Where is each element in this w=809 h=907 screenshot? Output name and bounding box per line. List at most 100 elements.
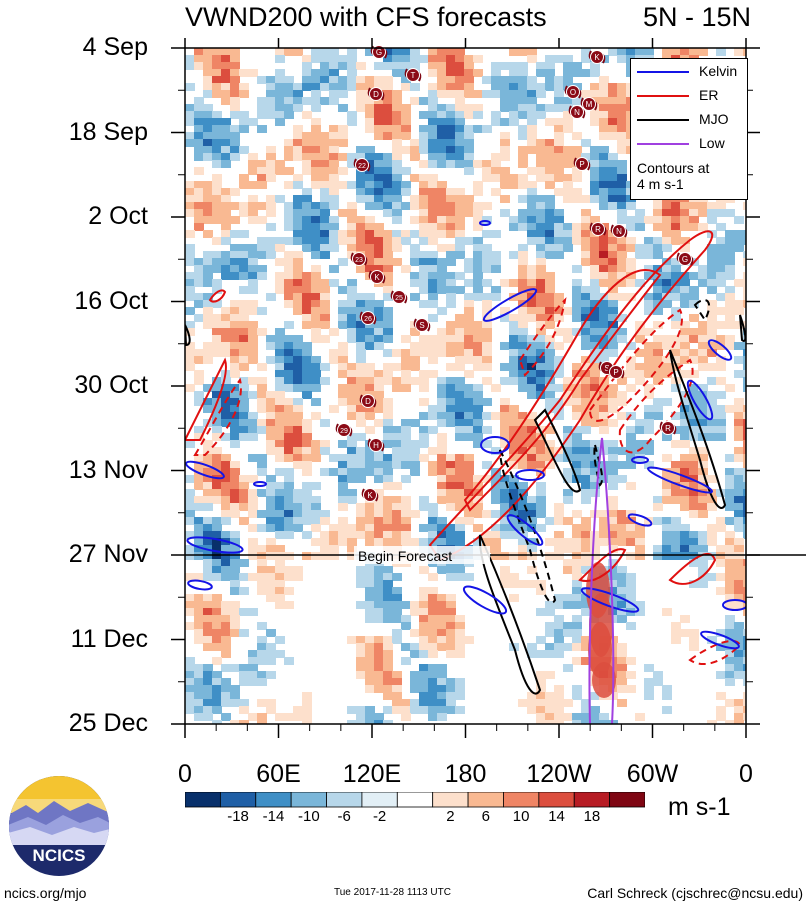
- field-cell: [437, 188, 447, 196]
- field-cell: [590, 314, 600, 322]
- field-cell: [419, 349, 429, 357]
- y-tick-label: 25 Dec: [68, 709, 148, 737]
- field-cell: [275, 391, 285, 399]
- field-cell: [311, 524, 321, 532]
- field-cell: [743, 510, 746, 518]
- colorbar-swatch: [219, 792, 257, 808]
- field-cell: [356, 706, 366, 714]
- field-cell: [455, 531, 465, 539]
- field-cell: [392, 447, 402, 455]
- field-cell: [644, 363, 654, 371]
- field-cell: [437, 664, 447, 672]
- field-cell: [194, 279, 204, 287]
- field-cell: [446, 412, 456, 420]
- field-cell: [590, 468, 600, 476]
- field-cell: [473, 349, 483, 357]
- field-cell: [680, 286, 690, 294]
- field-cell: [554, 356, 564, 364]
- field-cell: [194, 608, 204, 616]
- legend-low-label: Low: [699, 135, 725, 151]
- field-cell: [716, 237, 726, 245]
- field-cell: [338, 524, 348, 532]
- field-cell: [356, 216, 366, 224]
- field-cell: [302, 342, 312, 350]
- field-cell: [482, 398, 492, 406]
- field-cell: [311, 209, 321, 217]
- field-cell: [536, 363, 546, 371]
- storm-marker: K: [588, 50, 606, 64]
- storm-marker: R: [659, 421, 677, 435]
- field-cell: [338, 384, 348, 392]
- field-cell: [311, 412, 321, 420]
- field-cell: [428, 699, 438, 707]
- field-cell: [266, 167, 276, 175]
- field-cell: [347, 538, 357, 546]
- field-cell: [185, 601, 195, 609]
- field-cell: [347, 496, 357, 504]
- field-cell: [383, 62, 393, 70]
- field-cell: [185, 692, 195, 700]
- field-cell: [509, 531, 519, 539]
- field-cell: [392, 55, 402, 63]
- field-cell: [284, 272, 294, 280]
- field-cell: [743, 671, 746, 679]
- field-cell: [743, 377, 746, 385]
- field-cell: [185, 202, 195, 210]
- field-cell: [581, 643, 591, 651]
- field-cell: [320, 48, 330, 56]
- field-cell: [437, 223, 447, 231]
- field-cell: [662, 524, 672, 532]
- field-cell: [527, 272, 537, 280]
- field-cell: [680, 531, 690, 539]
- field-cell: [743, 279, 746, 287]
- field-cell: [284, 370, 294, 378]
- field-cell: [437, 377, 447, 385]
- field-cell: [293, 265, 303, 273]
- field-cell: [464, 314, 474, 322]
- field-cell: [707, 286, 717, 294]
- storm-dot: [352, 252, 366, 266]
- field-cell: [410, 342, 420, 350]
- field-cell: [725, 335, 735, 343]
- field-cell: [293, 377, 303, 385]
- field-cell: [311, 552, 321, 560]
- field-cell: [599, 384, 609, 392]
- field-cell: [662, 300, 672, 308]
- field-cell: [248, 216, 258, 224]
- field-cell: [509, 440, 519, 448]
- field-cell: [374, 174, 384, 182]
- field-cell: [608, 195, 618, 203]
- field-cell: [257, 587, 267, 595]
- field-cell: [527, 132, 537, 140]
- field-cell: [707, 363, 717, 371]
- field-cell: [311, 398, 321, 406]
- field-cell: [212, 608, 222, 616]
- field-cell: [545, 699, 555, 707]
- field-cell: [257, 468, 267, 476]
- field-cell: [446, 118, 456, 126]
- field-cell: [221, 412, 231, 420]
- field-cell: [644, 272, 654, 280]
- field-cell: [590, 538, 600, 546]
- field-cell: [284, 524, 294, 532]
- field-cell: [653, 286, 663, 294]
- field-cell: [482, 167, 492, 175]
- field-cell: [383, 587, 393, 595]
- y-tick-label: 30 Oct: [74, 371, 148, 399]
- field-cell: [194, 272, 204, 280]
- field-cell: [356, 181, 366, 189]
- field-cell: [365, 300, 375, 308]
- field-cell: [500, 426, 510, 434]
- field-cell: [698, 328, 708, 336]
- field-cell: [545, 391, 555, 399]
- field-cell: [734, 342, 744, 350]
- field-cell: [671, 489, 681, 497]
- field-cell: [212, 62, 222, 70]
- field-cell: [365, 538, 375, 546]
- field-cell: [365, 118, 375, 126]
- field-cell: [707, 419, 717, 427]
- field-cell: [266, 174, 276, 182]
- field-cell: [734, 629, 744, 637]
- field-cell: [329, 405, 339, 413]
- contour: [208, 289, 227, 303]
